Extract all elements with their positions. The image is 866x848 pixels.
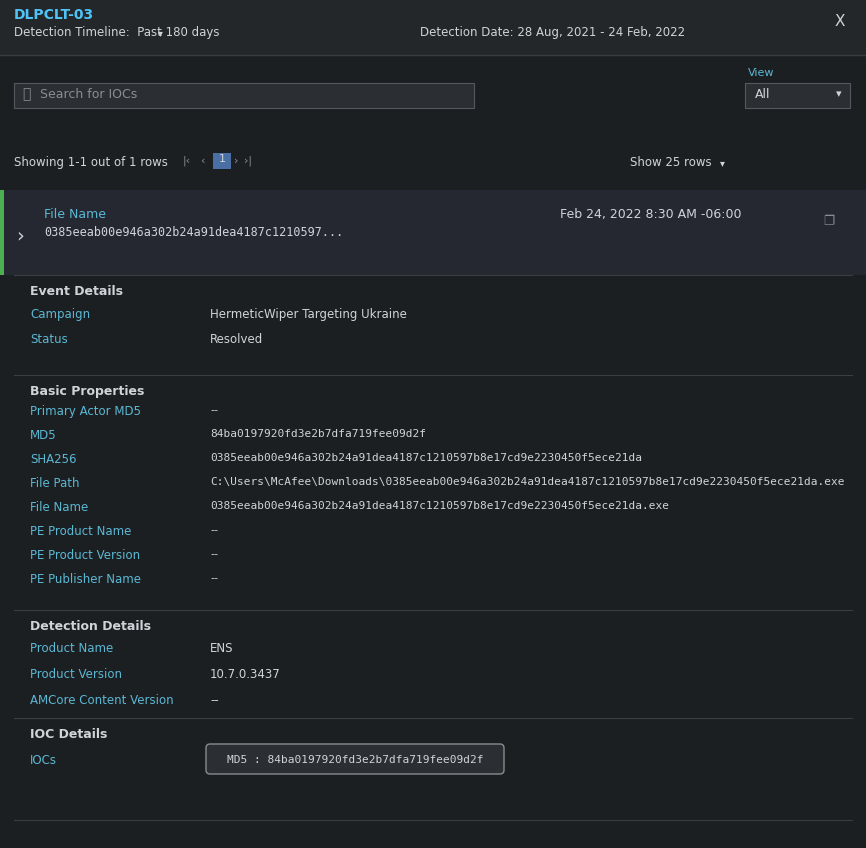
Text: Feb 24, 2022 8:30 AM -06:00: Feb 24, 2022 8:30 AM -06:00 [560,208,741,221]
Text: --: -- [210,694,219,707]
Text: 0385eeab00e946a302b24a91dea4187c1210597b8e17cd9e2230450f5ece21da.exe: 0385eeab00e946a302b24a91dea4187c1210597b… [210,501,669,511]
Bar [0,375,866,610]
Text: Detection Timeline:  Past 180 days: Detection Timeline: Past 180 days [14,26,219,39]
Text: X: X [835,14,845,29]
Text: ›: › [234,156,238,166]
Bar [0,190,866,275]
Bar [0,55,866,195]
Bar [14,83,474,108]
Text: 84ba0197920fd3e2b7dfa719fee09d2f: 84ba0197920fd3e2b7dfa719fee09d2f [210,429,426,439]
Text: |‹: |‹ [183,156,191,166]
Text: Search for IOCs: Search for IOCs [40,88,137,101]
Text: Detection Date: 28 Aug, 2021 - 24 Feb, 2022: Detection Date: 28 Aug, 2021 - 24 Feb, 2… [420,26,685,39]
Text: ▾: ▾ [720,158,725,168]
Text: C:\Users\McAfee\Downloads\0385eeab00e946a302b24a91dea4187c1210597b8e17cd9e223045: C:\Users\McAfee\Downloads\0385eeab00e946… [210,477,844,487]
Text: PE Product Version: PE Product Version [30,549,140,562]
Text: Product Name: Product Name [30,642,113,655]
FancyBboxPatch shape [206,744,504,774]
Text: SHA256: SHA256 [30,453,76,466]
Text: File Path: File Path [30,477,80,490]
Text: DLPCLT-03: DLPCLT-03 [14,8,94,22]
Text: ‹: ‹ [200,156,204,166]
Text: AMCore Content Version: AMCore Content Version [30,694,173,707]
Bar [745,83,850,108]
Text: ›|: ›| [244,156,252,166]
Text: HermeticWiper Targeting Ukraine: HermeticWiper Targeting Ukraine [210,308,407,321]
Text: PE Product Name: PE Product Name [30,525,132,538]
Text: Resolved: Resolved [210,333,263,346]
Bar [0,0,866,55]
Text: Product Version: Product Version [30,668,122,681]
Text: ▾: ▾ [836,89,842,99]
Text: Showing 1-1 out of 1 rows: Showing 1-1 out of 1 rows [14,156,168,169]
Text: Campaign: Campaign [30,308,90,321]
Text: PE Publisher Name: PE Publisher Name [30,573,141,586]
Text: 0385eeab00e946a302b24a91dea4187c1210597...: 0385eeab00e946a302b24a91dea4187c1210597.… [44,226,343,239]
Text: 10.7.0.3437: 10.7.0.3437 [210,668,281,681]
Bar [0,610,866,718]
Text: 0385eeab00e946a302b24a91dea4187c1210597b8e17cd9e2230450f5ece21da: 0385eeab00e946a302b24a91dea4187c1210597b… [210,453,642,463]
Text: Event Details: Event Details [30,285,123,298]
Text: ⌕: ⌕ [22,87,30,101]
Text: --: -- [210,525,218,535]
Text: Detection Details: Detection Details [30,620,151,633]
Text: 1: 1 [218,154,225,164]
Text: Basic Properties: Basic Properties [30,385,145,398]
Text: ❐: ❐ [823,215,834,228]
Bar [0,275,866,375]
Text: IOC Details: IOC Details [30,728,107,741]
Text: ENS: ENS [210,642,234,655]
Text: MD5: MD5 [30,429,56,442]
Text: Status: Status [30,333,68,346]
Text: --: -- [210,549,218,559]
Text: All: All [755,88,771,101]
Text: Primary Actor MD5: Primary Actor MD5 [30,405,141,418]
Text: File Name: File Name [44,208,106,221]
Text: View: View [748,68,774,78]
Text: --: -- [210,405,218,415]
Text: ▾: ▾ [158,28,163,38]
Bar [0,190,4,275]
Bar [213,153,231,169]
Text: ›: › [16,226,23,245]
Text: IOCs: IOCs [30,754,57,767]
Text: --: -- [210,573,218,583]
Text: MD5 : 84ba0197920fd3e2b7dfa719fee09d2f: MD5 : 84ba0197920fd3e2b7dfa719fee09d2f [227,755,483,765]
Text: File Name: File Name [30,501,88,514]
Text: Show 25 rows: Show 25 rows [630,156,712,169]
Bar [0,718,866,820]
